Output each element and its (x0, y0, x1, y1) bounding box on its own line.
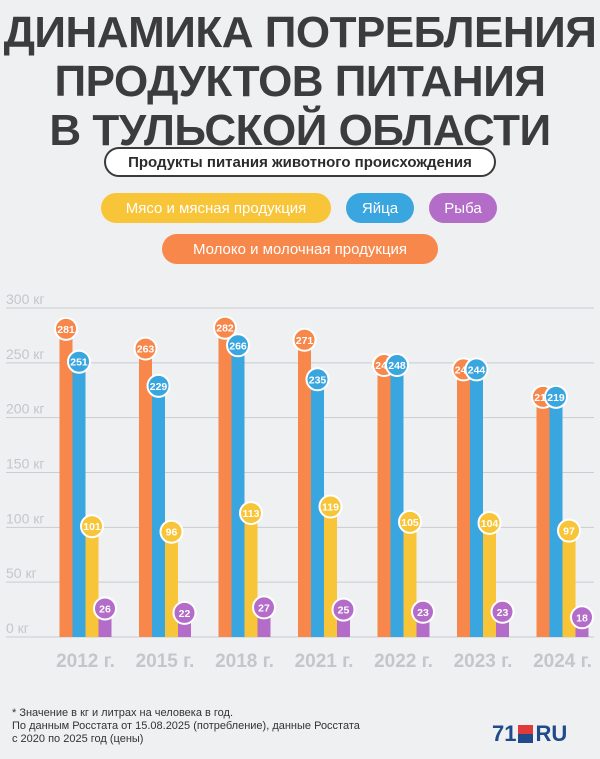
data-label-bg-milk (213, 315, 237, 340)
footnote-line-1: * Значение в кг и литрах на человека в г… (12, 707, 234, 719)
y-tick-label: 0 кг (6, 620, 29, 636)
data-label-meat: 104 (481, 518, 499, 530)
x-tick-label: 2022 г. (374, 651, 433, 672)
legend-eggs: Яйца (346, 193, 414, 223)
y-tick-label: 300 кг (6, 291, 44, 307)
data-label-bg-eggs (464, 357, 489, 382)
data-label-bg-meat (239, 501, 263, 526)
data-label-bg-eggs (226, 333, 250, 358)
legend-fish: Рыба (429, 193, 497, 223)
data-label-eggs: 248 (388, 360, 406, 372)
data-label-bg-milk (292, 327, 317, 352)
footnote-line-3: с 2020 по 2025 год (цены) (12, 733, 144, 745)
bar-eggs (470, 369, 483, 637)
x-tick-label: 2023 г. (454, 651, 513, 672)
data-label-eggs: 266 (229, 340, 247, 352)
bar-eggs (549, 396, 563, 637)
data-label-bg-eggs (305, 367, 330, 392)
footnote: * Значение в кг и литрах на человека в г… (12, 707, 412, 746)
data-label-meat: 113 (243, 508, 260, 520)
y-tick-label: 250 кг (6, 346, 44, 362)
data-label-bg-meat (318, 494, 343, 519)
data-label-milk: 271 (296, 335, 314, 347)
bar-milk (457, 369, 470, 637)
y-tick-label: 50 кг (6, 565, 37, 581)
title-line-2: продуктов питания (54, 57, 546, 106)
data-label-bg-fish (172, 600, 197, 625)
footnote-line-2: По данным Росстата от 15.08.2025 (потреб… (12, 720, 360, 732)
bar-milk (377, 365, 391, 637)
data-label-meat: 97 (563, 526, 575, 538)
data-label-bg-fish (570, 605, 594, 630)
bar-chart: 0 кг 50 кг 100 кг 150 кг 200 кг 250 кг 300 кг 2… (6, 291, 594, 672)
data-label-fish: 27 (258, 602, 270, 614)
bar-milk (139, 348, 152, 637)
legend-meat: Мясо и мясная продукция (101, 193, 331, 223)
bar-milk (298, 339, 311, 637)
data-label-bg-fish (490, 599, 515, 624)
data-label-bg-eggs (544, 384, 568, 409)
bar-milk (59, 328, 73, 637)
logo-domain: RU (535, 721, 568, 746)
data-label-bg-meat (80, 514, 104, 539)
data-label-eggs: 235 (309, 374, 327, 386)
data-label-fish: 25 (338, 605, 350, 617)
title-line-3: в Тульской области (49, 106, 551, 155)
data-label-bg-eggs (67, 349, 91, 374)
data-label-bg-fish (411, 599, 435, 624)
bar-eggs (311, 379, 324, 637)
logo-71ru: 71 RU (492, 721, 567, 747)
data-label-bg-meat (477, 510, 502, 535)
data-label-bg-eggs (146, 373, 171, 398)
data-label-meat: 101 (83, 521, 101, 533)
data-label-bg-fish (331, 597, 356, 622)
data-label-meat: 119 (322, 501, 339, 513)
x-tick-label: 2024 г. (533, 651, 592, 672)
data-label-bg-meat (398, 509, 422, 534)
data-label-milk: 263 (137, 344, 155, 356)
x-tick-label: 2018 г. (215, 651, 274, 672)
data-label-fish: 22 (179, 608, 191, 620)
data-label-bg-fish (252, 595, 276, 620)
logo-mark-icon (518, 725, 534, 743)
bar-eggs (72, 361, 86, 637)
title-line-1: Динамика потребления (3, 8, 597, 57)
bar-milk (218, 327, 232, 637)
data-label-fish: 26 (99, 603, 111, 615)
data-label-eggs: 229 (150, 381, 168, 393)
data-label-bg-milk (54, 316, 78, 341)
data-label-bg-fish (93, 596, 117, 621)
bar-eggs (231, 345, 245, 637)
bar-meat (85, 526, 99, 637)
bar-eggs (390, 365, 404, 637)
data-label-milk: 282 (216, 323, 234, 335)
bar-milk (536, 396, 550, 637)
data-label-eggs: 244 (468, 364, 486, 376)
data-label-fish: 18 (576, 612, 588, 624)
page-title: Динамика потребления продуктов питания в… (0, 8, 600, 155)
data-label-milk: 281 (57, 324, 75, 336)
x-tick-label: 2021 г. (295, 651, 354, 672)
y-tick-label: 200 кг (6, 401, 44, 417)
data-label-meat: 105 (401, 517, 419, 529)
bar-meat (244, 513, 258, 637)
data-label-eggs: 251 (70, 357, 88, 369)
data-label-meat: 96 (166, 527, 178, 539)
data-label-eggs: 219 (547, 392, 565, 404)
data-label-fish: 23 (497, 607, 509, 619)
category-label: Продукты питания животного происхождения (104, 147, 496, 177)
y-tick-label: 150 кг (6, 456, 44, 472)
y-tick-label: 100 кг (6, 510, 44, 526)
data-label-bg-eggs (385, 353, 409, 378)
data-label-bg-meat (557, 518, 581, 543)
legend-milk: Молоко и молочная продукция (162, 234, 438, 264)
logo-number: 71 (492, 721, 517, 746)
data-label-fish: 23 (417, 607, 429, 619)
x-tick-label: 2012 г. (56, 651, 115, 672)
data-label-bg-meat (159, 519, 184, 544)
data-label-bg-milk (133, 336, 158, 361)
bar-eggs (152, 385, 165, 637)
x-tick-label: 2015 г. (136, 651, 195, 672)
